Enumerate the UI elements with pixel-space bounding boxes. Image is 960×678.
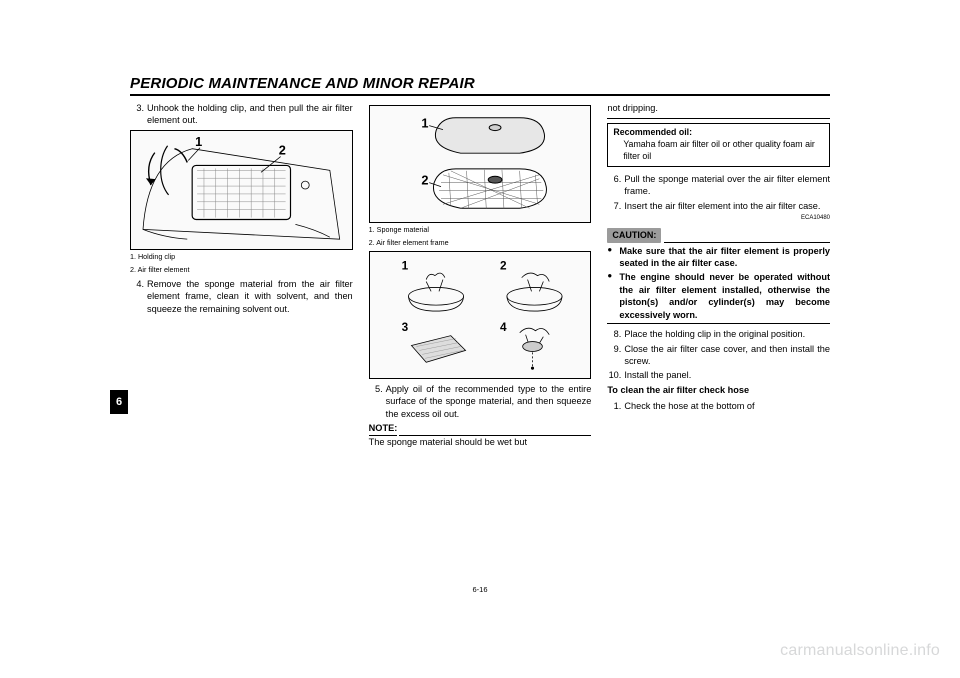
step-text: Apply oil of the recommended type to the…	[386, 383, 592, 420]
caution-heading: CAUTION:	[607, 226, 830, 242]
step-text: Insert the air filter element into the a…	[624, 200, 830, 212]
svg-text:3: 3	[401, 320, 408, 334]
step-number: 8.	[607, 328, 621, 340]
note-label: NOTE:	[369, 422, 398, 435]
figure-caption: 2. Air filter element frame	[369, 238, 592, 247]
figure-air-filter-removal: 1 2	[130, 130, 353, 250]
step-text: Unhook the holding clip, and then pull t…	[147, 102, 353, 127]
svg-text:1: 1	[195, 134, 202, 149]
step-number: 4.	[130, 278, 144, 315]
chapter-tab: 6	[110, 390, 128, 414]
column-3: not dripping. Recommended oil: Yamaha fo…	[607, 102, 830, 572]
rule-line	[664, 232, 830, 243]
page-number: 6-16	[472, 585, 487, 594]
section-title: PERIODIC MAINTENANCE AND MINOR REPAIR	[130, 75, 475, 92]
step-number: 9.	[607, 343, 621, 368]
rule-line	[399, 427, 591, 436]
caution-bullet: The engine should never be operated with…	[607, 271, 830, 321]
figure-cleaning-steps: 1 2 3 4	[369, 251, 592, 379]
step-number: 1.	[607, 400, 621, 412]
continuation-text: not dripping.	[607, 102, 830, 114]
recommended-oil-box: Recommended oil: Yamaha foam air filter …	[607, 123, 830, 167]
svg-text:4: 4	[500, 320, 507, 334]
caution-label: CAUTION:	[607, 228, 661, 242]
step-6: 6. Pull the sponge material over the air…	[607, 173, 830, 198]
step-9: 9. Close the air filter case cover, and …	[607, 343, 830, 368]
step-text: Install the panel.	[624, 369, 830, 381]
svg-text:2: 2	[500, 259, 507, 273]
watermark: carmanualsonline.info	[780, 642, 940, 660]
step-text: Close the air filter case cover, and the…	[624, 343, 830, 368]
note-text: The sponge material should be wet but	[369, 436, 592, 448]
figure-caption: 2. Air filter element	[130, 265, 353, 274]
step-number: 6.	[607, 173, 621, 198]
page: PERIODIC MAINTENANCE AND MINOR REPAIR 3.…	[130, 70, 830, 600]
figure-caption: 1. Holding clip	[130, 252, 353, 261]
figure-sponge-and-frame: 1 2	[369, 105, 592, 223]
divider	[607, 323, 830, 324]
step-5: 5. Apply oil of the recommended type to …	[369, 383, 592, 420]
step-text: Pull the sponge material over the air fi…	[624, 173, 830, 198]
step-7: 7. Insert the air filter element into th…	[607, 200, 830, 212]
step-8: 8. Place the holding clip in the origina…	[607, 328, 830, 340]
box-body: Yamaha foam air filter oil or other qual…	[613, 139, 824, 163]
step-number: 3.	[130, 102, 144, 127]
step-number: 5.	[369, 383, 383, 420]
step-text: Remove the sponge material from the air …	[147, 278, 353, 315]
note-heading: NOTE:	[369, 422, 592, 435]
figure-caption: 1. Sponge material	[369, 225, 592, 234]
caution-bullet: Make sure that the air filter element is…	[607, 245, 830, 270]
step-text: Check the hose at the bottom of	[624, 400, 830, 412]
ref-code: ECA10480	[607, 214, 830, 222]
divider	[607, 118, 830, 119]
step-3: 3. Unhook the holding clip, and then pul…	[130, 102, 353, 127]
step-number: 7.	[607, 200, 621, 212]
box-header: Recommended oil:	[613, 127, 824, 139]
step-hose-1: 1. Check the hose at the bottom of	[607, 400, 830, 412]
columns: 3. Unhook the holding clip, and then pul…	[130, 102, 830, 572]
svg-text:1: 1	[421, 116, 428, 131]
column-2: 1 2 1. Sponge material 2. Air filte	[369, 102, 592, 572]
step-text: Place the holding clip in the original p…	[624, 328, 830, 340]
svg-text:1: 1	[401, 259, 408, 273]
svg-text:2: 2	[279, 142, 286, 157]
step-number: 10.	[607, 369, 621, 381]
step-4: 4. Remove the sponge material from the a…	[130, 278, 353, 315]
title-bar: PERIODIC MAINTENANCE AND MINOR REPAIR	[130, 70, 830, 96]
column-1: 3. Unhook the holding clip, and then pul…	[130, 102, 353, 572]
step-10: 10. Install the panel.	[607, 369, 830, 381]
subheading: To clean the air filter check hose	[607, 384, 830, 396]
svg-text:2: 2	[421, 173, 428, 188]
